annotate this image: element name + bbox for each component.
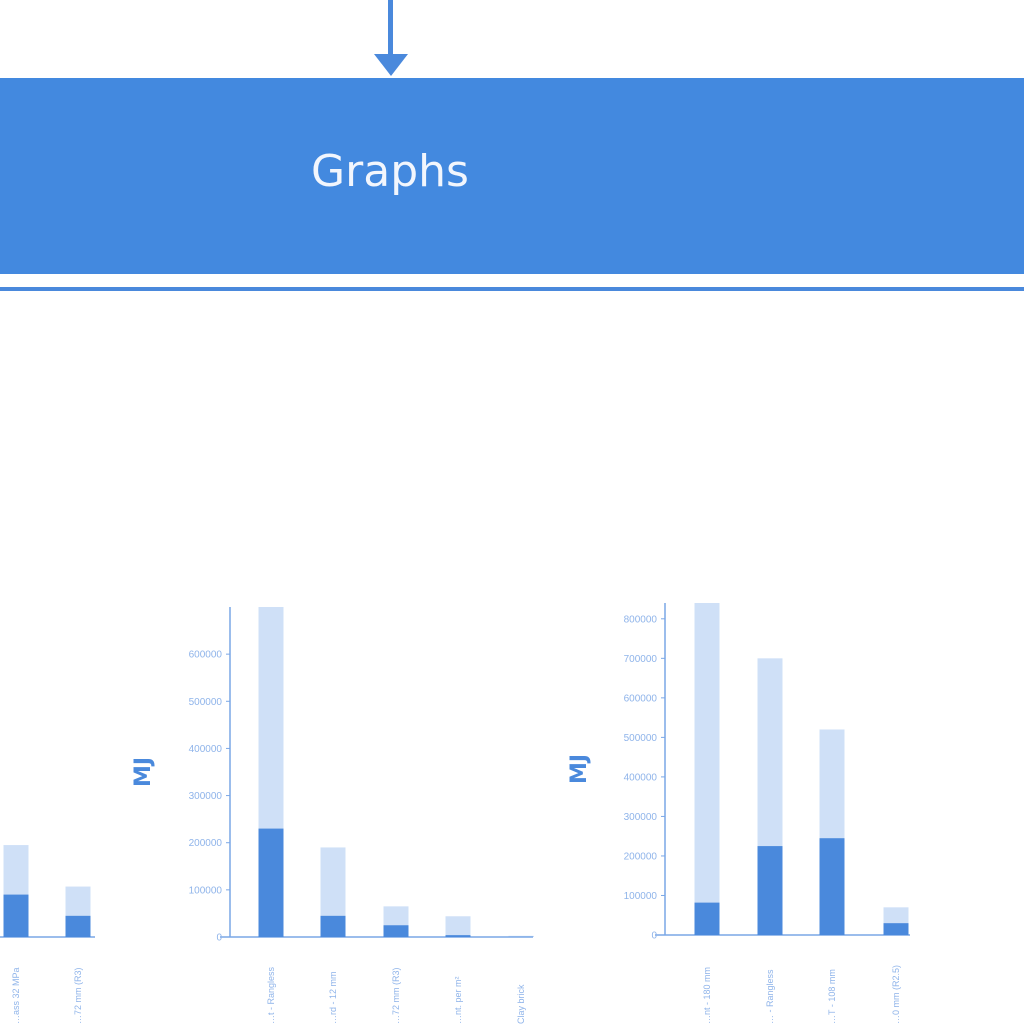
category-label: …T - 108 mm [827,969,837,1024]
y-tick-label: 600000 [624,693,658,704]
category-label: …nt. per m² [453,976,463,1024]
bar-segment-lower [883,923,909,935]
bar-segment-upper [757,658,783,847]
y-axis-label: MJ [131,757,156,787]
y-tick-label: 200000 [189,838,223,849]
category-label: …72 mm (R3) [73,967,83,1024]
graphs-banner [0,78,1024,274]
bar-segment-upper [383,906,409,926]
bar-segment-upper [508,935,534,937]
y-tick-label: 500000 [624,733,658,744]
banner-divider [0,287,1024,291]
y-tick-label: 300000 [189,791,223,802]
bar-segment-upper [320,847,346,916]
bar-segment-upper [65,886,91,916]
y-tick-label: 100000 [189,885,223,896]
bar-segment-lower [320,915,346,937]
bar-segment-lower [65,915,91,937]
y-tick-label: 600000 [189,650,223,661]
category-label: …t - Rangless [266,966,276,1024]
category-label: …0 mm (R2.5) [891,965,901,1024]
bar-segment-upper [883,907,909,924]
y-tick-label: 0 [651,931,657,942]
flow-arrow-shaft [388,0,393,60]
y-tick-label: 400000 [189,744,223,755]
y-tick-label: 700000 [624,654,658,665]
y-tick-label: 300000 [624,812,658,823]
bar-segment-upper [694,603,720,903]
category-label: …rd - 12 mm [328,971,338,1024]
y-tick-label: 200000 [624,851,658,862]
category-label: …72 mm (R3) [391,967,401,1024]
bar-segment-lower [383,925,409,937]
bar-segment-lower [445,935,471,937]
bar-segment-lower [3,894,29,937]
bar-segment-lower [694,902,720,935]
bar-segment-lower [757,846,783,935]
y-axis-label: MJ [567,754,592,784]
category-label: … - Rangless [765,969,775,1024]
category-label: …ass 32 MPa [11,967,21,1024]
y-tick-label: 800000 [624,614,658,625]
bar-segment-upper [258,607,284,829]
category-label: Clay brick [516,984,526,1024]
bar-segment-upper [3,845,29,895]
y-tick-label: 500000 [189,697,223,708]
bar-segment-upper [445,916,471,936]
category-label: …nt - 180 mm [702,967,712,1024]
y-tick-label: 400000 [624,772,658,783]
y-tick-label: 100000 [624,891,658,902]
bar-segment-lower [258,828,284,937]
page-title: Graphs [311,146,469,197]
y-tick-label: 0 [216,933,222,944]
bar-segment-lower [819,838,845,935]
flow-arrow-head [374,54,408,76]
bar-segment-upper [819,729,845,839]
